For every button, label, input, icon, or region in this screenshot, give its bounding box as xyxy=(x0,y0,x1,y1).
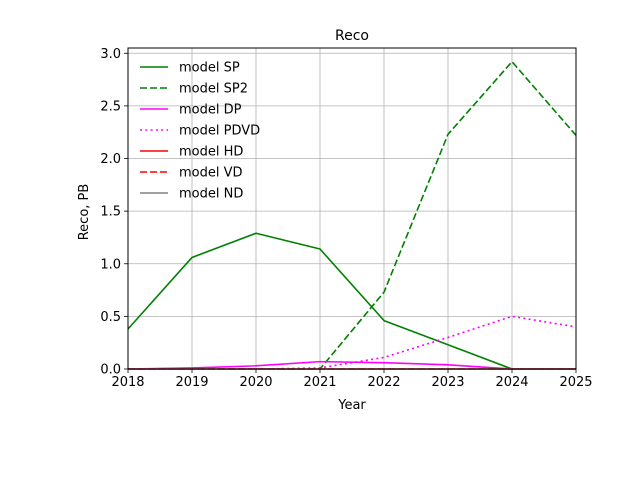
x-tick-label: 2023 xyxy=(431,375,464,390)
y-tick-label: 1.5 xyxy=(100,205,121,220)
legend-label: model DP xyxy=(179,103,242,118)
x-tick-label: 2020 xyxy=(239,375,272,390)
x-tick-label: 2024 xyxy=(495,375,528,390)
y-tick-label: 1.0 xyxy=(100,257,121,272)
legend-label: model VD xyxy=(179,166,243,181)
chart-title: Reco xyxy=(335,28,369,44)
x-axis: 2018 2019 2020 2021 2022 2023 2024 2025 xyxy=(111,369,593,390)
y-tick-label: 0.5 xyxy=(100,310,121,325)
y-axis: 0.0 0.5 1.0 1.5 2.0 2.5 3.0 xyxy=(100,47,128,378)
x-tick-label: 2025 xyxy=(559,375,592,390)
x-tick-label: 2019 xyxy=(175,375,208,390)
legend-label: model ND xyxy=(179,187,243,202)
x-tick-label: 2021 xyxy=(303,375,336,390)
legend: model SP model SP2 model DP model PDVD model… xyxy=(140,61,260,202)
y-axis-label: Reco, PB xyxy=(77,184,92,241)
legend-label: model PDVD xyxy=(179,124,260,139)
y-tick-label: 2.5 xyxy=(100,99,121,114)
y-tick-label: 3.0 xyxy=(100,47,121,62)
x-axis-label: Year xyxy=(337,398,366,413)
legend-label: model HD xyxy=(179,145,243,160)
y-tick-label: 2.0 xyxy=(100,152,121,167)
legend-label: model SP xyxy=(179,61,240,76)
y-tick-label: 0.0 xyxy=(100,363,121,378)
x-tick-label: 2022 xyxy=(367,375,400,390)
legend-label: model SP2 xyxy=(179,82,248,97)
series-line-model-sp xyxy=(127,232,576,370)
x-tick-label: 2018 xyxy=(111,375,144,390)
plot-frame xyxy=(127,47,577,370)
